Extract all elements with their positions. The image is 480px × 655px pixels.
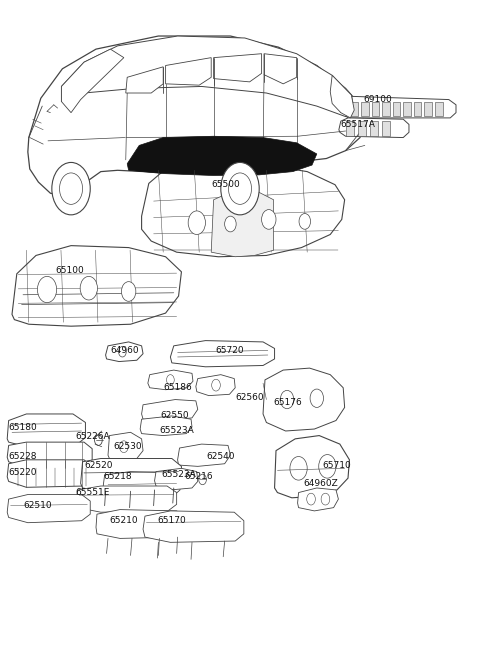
- Circle shape: [52, 162, 90, 215]
- Polygon shape: [61, 36, 354, 117]
- Polygon shape: [61, 49, 124, 113]
- Polygon shape: [414, 102, 421, 116]
- Circle shape: [290, 457, 307, 480]
- Text: 65517A: 65517A: [341, 120, 376, 129]
- Text: 65220: 65220: [9, 468, 37, 477]
- Polygon shape: [178, 444, 230, 466]
- Polygon shape: [196, 375, 235, 396]
- Polygon shape: [81, 458, 181, 491]
- Text: 65500: 65500: [211, 180, 240, 189]
- Text: 65218: 65218: [103, 472, 132, 481]
- Polygon shape: [103, 472, 180, 498]
- Polygon shape: [142, 162, 345, 257]
- Text: 65226A: 65226A: [76, 432, 110, 441]
- Circle shape: [221, 162, 259, 215]
- Circle shape: [120, 441, 128, 453]
- Polygon shape: [424, 102, 432, 116]
- Circle shape: [319, 455, 336, 478]
- Circle shape: [262, 210, 276, 229]
- Polygon shape: [170, 341, 275, 367]
- Circle shape: [280, 390, 294, 409]
- Polygon shape: [341, 96, 456, 118]
- Text: 62560: 62560: [235, 393, 264, 402]
- Text: 65216: 65216: [185, 472, 214, 481]
- Polygon shape: [358, 121, 366, 136]
- Circle shape: [60, 173, 83, 204]
- Circle shape: [310, 389, 324, 407]
- Polygon shape: [263, 368, 345, 431]
- Polygon shape: [350, 102, 358, 116]
- Circle shape: [225, 216, 236, 232]
- Circle shape: [167, 375, 174, 385]
- Polygon shape: [155, 468, 198, 490]
- Polygon shape: [106, 342, 143, 362]
- Polygon shape: [127, 136, 317, 176]
- Polygon shape: [7, 495, 90, 523]
- Polygon shape: [382, 121, 390, 136]
- Text: 65170: 65170: [157, 516, 186, 525]
- Circle shape: [188, 211, 205, 234]
- Text: 65180: 65180: [9, 423, 37, 432]
- Polygon shape: [393, 102, 400, 116]
- Polygon shape: [28, 36, 365, 198]
- Text: 65720: 65720: [215, 346, 244, 355]
- Text: 65523A: 65523A: [159, 426, 194, 435]
- Polygon shape: [96, 510, 185, 538]
- Text: 62530: 62530: [113, 442, 142, 451]
- Polygon shape: [298, 488, 338, 511]
- Text: 62540: 62540: [206, 452, 235, 461]
- Circle shape: [299, 214, 311, 229]
- Text: 65100: 65100: [55, 266, 84, 275]
- Circle shape: [199, 474, 206, 485]
- Polygon shape: [166, 58, 211, 85]
- Polygon shape: [7, 442, 92, 468]
- Polygon shape: [435, 102, 443, 116]
- Polygon shape: [346, 121, 354, 136]
- Text: 65186: 65186: [163, 383, 192, 392]
- Polygon shape: [12, 246, 181, 326]
- Text: 65523A: 65523A: [161, 470, 196, 479]
- Text: 65210: 65210: [109, 516, 138, 525]
- Text: 62510: 62510: [23, 501, 52, 510]
- Polygon shape: [76, 486, 177, 512]
- Polygon shape: [214, 54, 262, 82]
- Circle shape: [228, 173, 252, 204]
- Circle shape: [37, 276, 57, 303]
- Circle shape: [307, 493, 315, 505]
- Polygon shape: [7, 414, 85, 447]
- Circle shape: [121, 282, 136, 301]
- Polygon shape: [382, 102, 390, 116]
- Polygon shape: [370, 121, 378, 136]
- Polygon shape: [108, 432, 143, 460]
- Polygon shape: [275, 436, 349, 498]
- Text: 69100: 69100: [364, 95, 393, 104]
- Polygon shape: [211, 190, 274, 257]
- Circle shape: [80, 276, 97, 300]
- Text: 65710: 65710: [323, 460, 351, 470]
- Polygon shape: [264, 54, 297, 84]
- Polygon shape: [339, 118, 409, 138]
- Circle shape: [212, 379, 220, 391]
- Polygon shape: [403, 102, 411, 116]
- Text: 64960Z: 64960Z: [303, 479, 338, 488]
- Polygon shape: [148, 370, 193, 390]
- Polygon shape: [126, 67, 163, 93]
- Text: 65551E: 65551E: [76, 488, 110, 497]
- Text: 62550: 62550: [161, 411, 190, 420]
- Polygon shape: [143, 511, 244, 542]
- Polygon shape: [140, 416, 192, 436]
- Text: 65176: 65176: [274, 398, 302, 407]
- Text: 62520: 62520: [84, 460, 112, 470]
- Text: 64960: 64960: [110, 346, 139, 355]
- Text: 65228: 65228: [9, 452, 37, 461]
- Polygon shape: [7, 460, 92, 487]
- Circle shape: [119, 346, 126, 357]
- Polygon shape: [372, 102, 379, 116]
- Polygon shape: [142, 400, 198, 421]
- Polygon shape: [361, 102, 369, 116]
- Circle shape: [95, 435, 102, 445]
- Circle shape: [321, 493, 330, 505]
- Polygon shape: [330, 75, 354, 118]
